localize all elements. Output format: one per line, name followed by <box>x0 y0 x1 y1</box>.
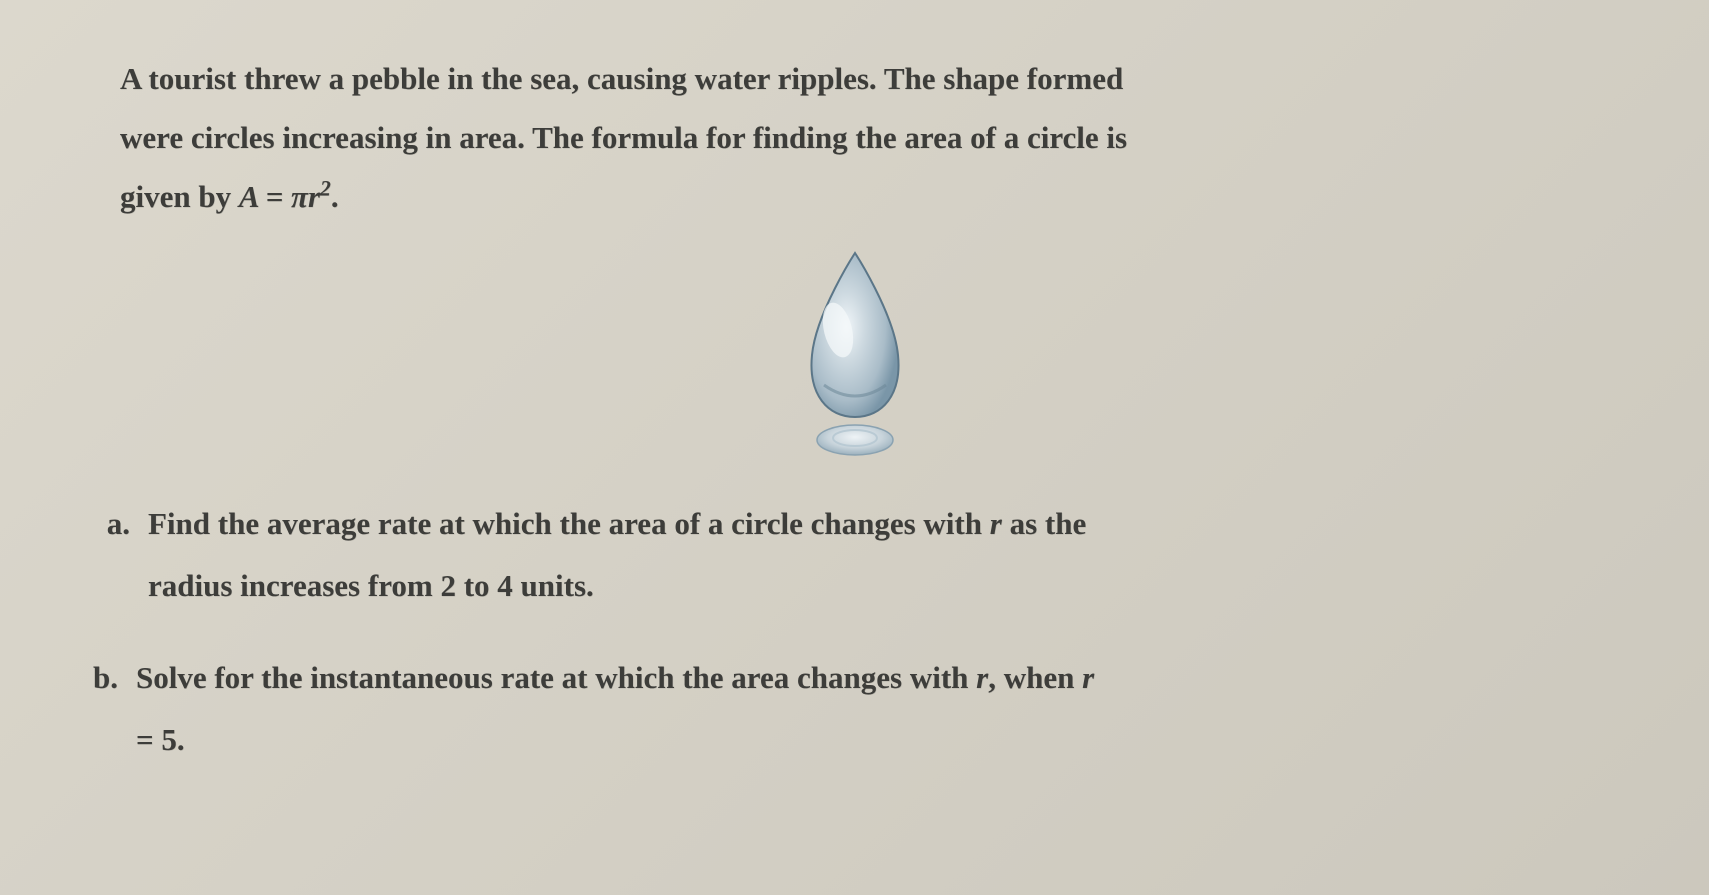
intro-line-1: A tourist threw a pebble in the sea, cau… <box>120 50 1549 109</box>
question-a: a. Find the average rate at which the ar… <box>70 493 1639 617</box>
qa-text2: as the <box>1002 506 1086 541</box>
intro-line-3: given by A = πr2. <box>120 168 1549 227</box>
formula-r: r <box>308 179 320 214</box>
formula: A = πr2 <box>239 179 331 214</box>
question-a-body: Find the average rate at which the area … <box>148 493 1639 617</box>
formula-pi: π <box>291 179 308 214</box>
qa-var-r: r <box>990 506 1002 541</box>
qb-var-r1: r <box>976 660 988 695</box>
question-b: b. Solve for the instantaneous rate at w… <box>70 647 1639 771</box>
problem-intro: A tourist threw a pebble in the sea, cau… <box>120 50 1549 227</box>
formula-exp: 2 <box>320 176 331 200</box>
qa-text3: radius increases from 2 to 4 units. <box>148 555 1579 617</box>
intro-line-2: were circles increasing in area. The for… <box>120 109 1549 168</box>
formula-suffix: . <box>331 179 339 214</box>
qa-text1: Find the average rate at which the area … <box>148 506 990 541</box>
qb-text2: , when <box>988 660 1082 695</box>
droplet-body <box>811 253 898 417</box>
water-droplet-icon <box>790 245 920 465</box>
qb-var-r2: r <box>1082 660 1094 695</box>
formula-A: A <box>239 179 258 214</box>
qb-text1: Solve for the instantaneous rate at whic… <box>136 660 976 695</box>
question-b-body: Solve for the instantaneous rate at whic… <box>136 647 1639 771</box>
question-a-label: a. <box>70 493 148 617</box>
droplet-figure <box>70 245 1639 465</box>
formula-eq: = <box>258 179 291 214</box>
qb-text3: = 5. <box>136 709 1579 771</box>
question-b-label: b. <box>70 647 136 771</box>
intro-prefix: given by <box>120 179 239 214</box>
